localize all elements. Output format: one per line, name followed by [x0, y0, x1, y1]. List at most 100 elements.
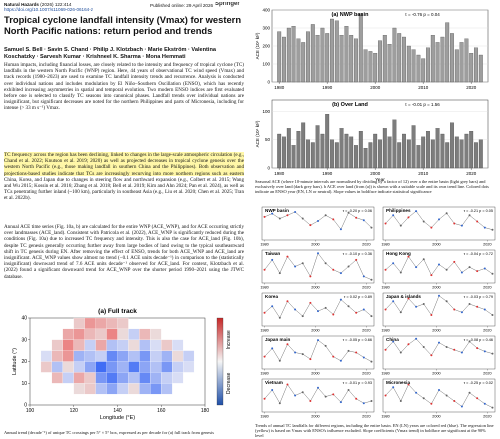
doi[interactable]: https://doi.org/10.1007/s11069-026-06164… [4, 7, 94, 13]
heat-cell [150, 350, 162, 362]
point [278, 272, 281, 275]
point [430, 274, 433, 277]
point [324, 306, 327, 309]
point [415, 391, 418, 394]
point [445, 212, 448, 215]
bar [296, 131, 301, 169]
point [476, 397, 479, 400]
point [301, 262, 304, 265]
y-tick-label: 0 [24, 403, 27, 409]
bar [459, 42, 464, 83]
heat-cell [150, 372, 162, 384]
point [271, 305, 274, 308]
point [460, 271, 463, 274]
bar [296, 38, 301, 83]
plot-frame [261, 378, 375, 413]
x-tick-label: 1980 [260, 372, 268, 376]
bar [435, 128, 440, 169]
x-tick-label: 100 [26, 408, 35, 414]
bar [421, 136, 426, 169]
point [384, 222, 387, 225]
bar [397, 33, 402, 83]
x-tick-label: 1990 [322, 171, 333, 176]
point [392, 386, 395, 389]
heat-cell [84, 383, 96, 395]
point [294, 394, 297, 397]
authors: Samuel S. Bell · Savin S. Chand · Philip… [4, 47, 216, 60]
x-tick-label: 1980 [274, 171, 285, 176]
point [476, 270, 479, 273]
x-tick-label: 1980 [260, 329, 268, 333]
bar [368, 51, 373, 83]
heat-cell [62, 372, 74, 384]
point [422, 303, 425, 305]
x-tick-label: 1980 [260, 243, 268, 247]
bar [430, 35, 435, 83]
x-tick-label: 140 [113, 408, 122, 414]
heat-cell [161, 350, 173, 362]
point [468, 303, 471, 305]
point [324, 214, 327, 217]
bar [464, 38, 469, 83]
bar [330, 18, 334, 83]
bar [416, 54, 421, 83]
x-tick-label: 2000 [432, 286, 440, 290]
heat-cell [40, 350, 52, 362]
bar [445, 22, 450, 83]
point [407, 255, 410, 258]
heat-cell [62, 350, 74, 362]
heat-cell [40, 361, 52, 373]
point [347, 265, 350, 268]
y-tick-label: 300 [262, 26, 270, 31]
point [355, 397, 358, 400]
heat-cell [117, 383, 129, 395]
panel-title: Taiwan [265, 251, 280, 256]
point [384, 308, 387, 311]
x-tick-label: 2020 [362, 243, 370, 247]
point [294, 351, 297, 354]
point [438, 389, 440, 391]
heat-cell [51, 350, 63, 362]
point [355, 311, 358, 314]
bar [406, 45, 411, 83]
bar [426, 47, 430, 83]
plot-frame [261, 249, 375, 284]
bar [286, 27, 291, 83]
point [339, 228, 342, 231]
x-tick-label: 1980 [260, 415, 268, 419]
heat-cell [84, 372, 96, 384]
journal-info: Natural Hazards (2026) 122:414 https://d… [4, 2, 154, 13]
x-tick-label: 1980 [381, 286, 389, 290]
point [483, 226, 486, 229]
point [309, 275, 312, 278]
point [491, 406, 494, 409]
point [309, 358, 312, 361]
heat-cell [84, 339, 96, 351]
bar [277, 133, 282, 169]
heat-cell [139, 372, 151, 384]
point [370, 226, 373, 229]
heat-cell [95, 350, 107, 362]
heat-cell [95, 328, 107, 340]
point [422, 397, 425, 400]
heat-cell [51, 361, 63, 373]
point [476, 220, 479, 223]
point [468, 266, 471, 269]
point [392, 262, 395, 265]
heat-cell [73, 317, 85, 329]
heat-cell [117, 317, 129, 329]
x-axis-label: Longitude (°E) [100, 415, 135, 421]
heat-cell [128, 361, 140, 373]
point [445, 268, 448, 271]
heat-cell [150, 339, 162, 351]
bar [310, 142, 315, 169]
x-tick-label: 2020 [483, 286, 491, 290]
x-tick-label: 2000 [370, 85, 381, 90]
body-paragraph: Annual ACE time series (Fig. 10a, b) are… [4, 224, 244, 280]
heat-cell [84, 317, 96, 329]
panel-title: Japan main [265, 337, 290, 342]
journal: Natural Hazards [4, 2, 39, 7]
bar [334, 142, 339, 169]
x-tick-label: 2000 [311, 372, 319, 376]
bar [306, 139, 310, 169]
